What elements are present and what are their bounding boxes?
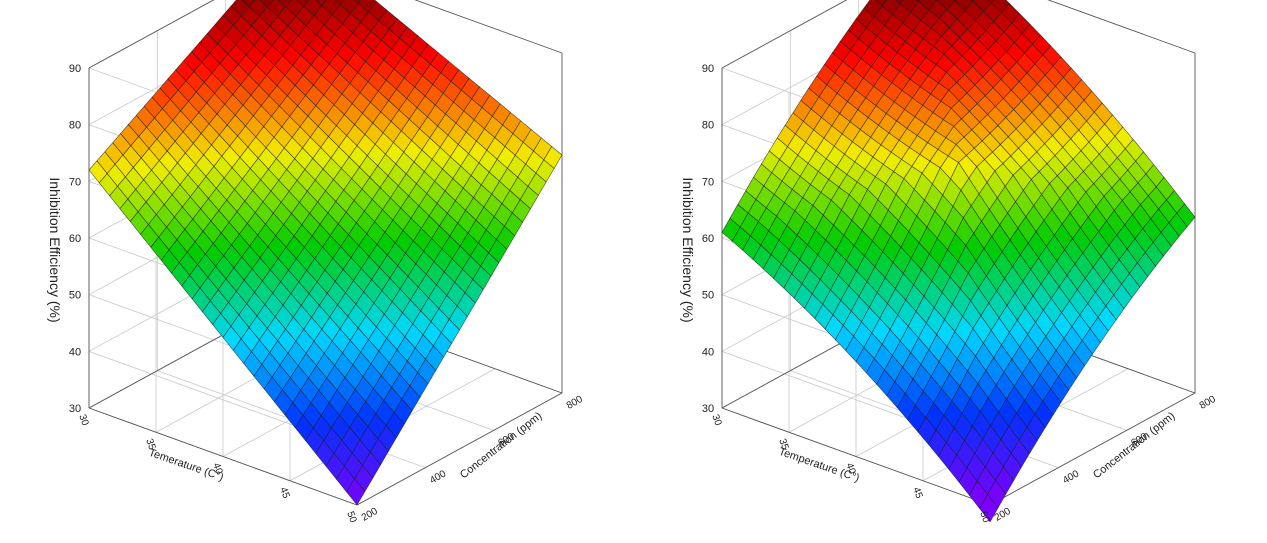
z-axis-label: Inhibition Efficiency (%)	[47, 177, 63, 322]
surface-mesh	[88, 0, 563, 506]
z-tick-label: 70	[702, 176, 714, 188]
x-tick-label: 45	[910, 486, 924, 501]
y-tick-label: 400	[428, 468, 448, 486]
z-tick-label: 60	[69, 233, 81, 245]
x-tick-label: 45	[277, 486, 291, 501]
z-tick-label: 80	[69, 120, 81, 132]
axis-edge	[356, 392, 563, 506]
axis-edge	[88, 407, 358, 506]
x-tick-label: 35	[776, 437, 790, 452]
y-axis-label: Concentration (ppm)	[458, 410, 544, 481]
surface-cell	[988, 0, 994, 4]
axis-edge	[414, 0, 563, 54]
y-tick-label: 200	[360, 506, 380, 524]
z-tick-label: 70	[69, 176, 81, 188]
z-tick-label: 80	[702, 120, 714, 132]
axis-edge	[721, 407, 991, 506]
y-tick-label: 400	[1061, 468, 1081, 486]
z-tick-label: 90	[69, 63, 81, 75]
z-tick-label: 30	[702, 403, 714, 415]
x-tick-label: 40	[843, 462, 857, 477]
z-tick-label: 90	[702, 63, 714, 75]
x-tick-label: 50	[977, 510, 991, 525]
z-axis-label: Inhibition Efficiency (%)	[680, 177, 696, 322]
x-tick-label: 50	[344, 510, 358, 525]
surface-cell	[979, 493, 999, 523]
y-tick-label: 800	[1198, 394, 1218, 412]
z-tick-label: 40	[69, 346, 81, 358]
axis-edge	[88, 0, 215, 69]
y-tick-label: 800	[565, 394, 585, 412]
x-tick-label: 30	[76, 413, 90, 428]
surface-mesh	[721, 0, 1196, 523]
z-tick-label: 50	[702, 290, 714, 302]
axis-edge	[721, 0, 848, 69]
z-tick-label: 60	[702, 233, 714, 245]
z-tick-label: 50	[69, 290, 81, 302]
y-axis-label: Concentration (ppm)	[1091, 410, 1177, 481]
x-tick-label: 35	[143, 437, 157, 452]
axis-edge	[1047, 0, 1196, 54]
surface-cell	[346, 478, 366, 506]
z-tick-label: 40	[702, 346, 714, 358]
x-tick-label: 30	[709, 413, 723, 428]
x-tick-label: 40	[210, 462, 224, 477]
axis-edge	[989, 392, 1196, 506]
z-tick-label: 30	[69, 403, 81, 415]
